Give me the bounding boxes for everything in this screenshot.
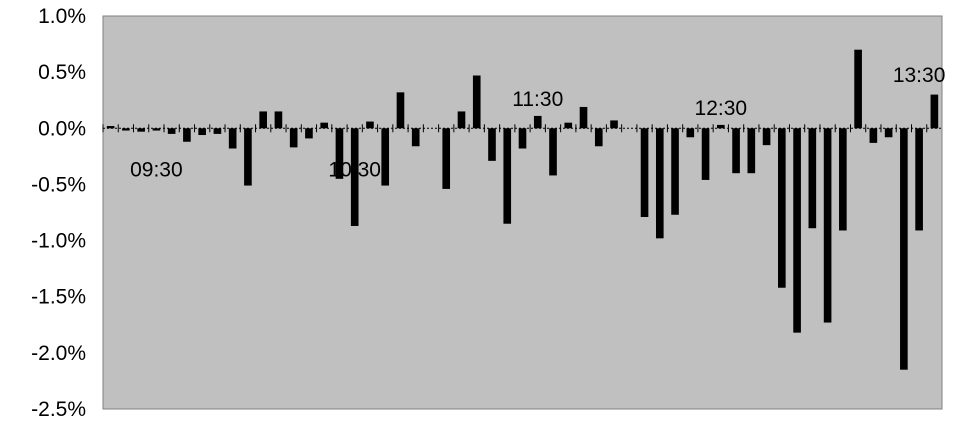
bar xyxy=(350,128,359,226)
time-label: 12:30 xyxy=(695,97,748,120)
bar xyxy=(671,128,679,215)
bar xyxy=(518,128,527,149)
y-tick-label: 0.0% xyxy=(38,117,86,140)
y-tick-label: -0.5% xyxy=(31,173,86,196)
bar xyxy=(549,128,557,176)
time-label: 11:30 xyxy=(512,88,563,111)
bar xyxy=(747,128,756,174)
bar xyxy=(457,111,466,129)
bar xyxy=(183,128,191,142)
bar xyxy=(564,122,573,129)
bar xyxy=(381,128,390,186)
bar xyxy=(152,128,161,131)
y-tick-label: 1.0% xyxy=(38,5,86,28)
plot-area xyxy=(102,15,943,410)
y-axis-ticks: 1.0% 0.5% 0.0% -0.5% -1.0% -1.5% -2.0% -2.5% xyxy=(31,5,86,421)
bar xyxy=(793,128,801,333)
bar xyxy=(503,128,512,224)
time-label: 13:30 xyxy=(893,64,946,87)
bar xyxy=(274,111,283,129)
bar xyxy=(472,75,481,129)
bar xyxy=(869,128,878,143)
y-tick-label: -1.0% xyxy=(31,230,86,253)
bar xyxy=(488,128,496,161)
bar xyxy=(732,128,740,174)
bar xyxy=(762,128,771,146)
bar xyxy=(305,128,313,139)
bar xyxy=(320,122,329,129)
bar xyxy=(442,128,451,189)
bar xyxy=(137,128,145,132)
bar xyxy=(839,128,847,231)
bar xyxy=(533,115,542,129)
bar xyxy=(640,128,649,217)
bar xyxy=(701,128,710,180)
y-tick-label: -2.5% xyxy=(31,398,86,421)
bar xyxy=(915,128,923,231)
bar xyxy=(900,128,908,370)
y-tick-label: 0.5% xyxy=(38,61,86,84)
bar xyxy=(198,128,206,136)
bar xyxy=(335,128,344,179)
bars xyxy=(106,49,939,370)
bar xyxy=(884,128,893,138)
time-label: 09:30 xyxy=(130,158,183,181)
bar xyxy=(411,128,420,147)
bar xyxy=(366,121,374,129)
bar xyxy=(594,128,603,147)
bar xyxy=(808,128,817,229)
bar xyxy=(106,126,115,129)
bar xyxy=(717,124,725,129)
bar xyxy=(823,128,832,323)
bar xyxy=(655,128,664,239)
bar xyxy=(930,94,939,129)
bar xyxy=(259,111,267,129)
y-tick-label: -2.0% xyxy=(31,342,86,365)
y-tick-label: -1.5% xyxy=(31,286,86,309)
bar xyxy=(122,128,130,131)
bar xyxy=(228,128,237,149)
bar xyxy=(213,128,222,134)
bar xyxy=(610,120,618,129)
bar xyxy=(244,128,252,186)
bar xyxy=(579,106,588,129)
bar xyxy=(289,128,298,148)
x-axis-ticks xyxy=(102,124,928,133)
bar xyxy=(778,128,786,288)
bar xyxy=(396,92,405,129)
time-labels: 09:30 10:30 11:30 12:30 13:30 xyxy=(130,64,945,181)
bar xyxy=(686,128,695,138)
time-label: 10:30 xyxy=(328,158,381,181)
bar xyxy=(167,128,176,134)
bar xyxy=(854,49,862,129)
